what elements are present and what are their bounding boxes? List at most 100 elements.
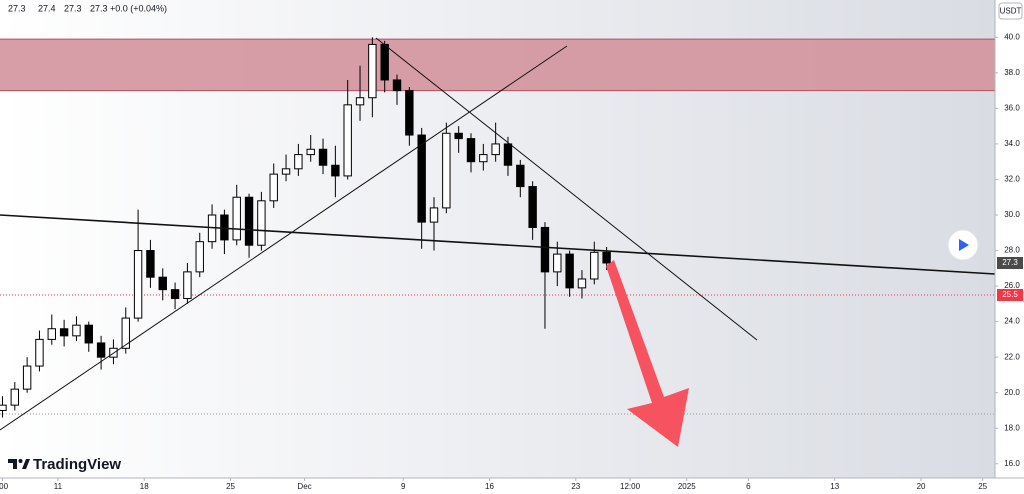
candle-body bbox=[442, 132, 451, 209]
candle-body bbox=[133, 250, 143, 319]
x-tick-label: 20 bbox=[917, 482, 926, 491]
y-tick-label: 30.0 bbox=[1004, 210, 1020, 219]
y-tick-label: 40.0 bbox=[1004, 32, 1020, 41]
candle-body bbox=[466, 138, 476, 163]
x-tick-label: 12:00 bbox=[620, 482, 641, 491]
x-tick-label: 16 bbox=[485, 482, 494, 491]
candle-body bbox=[183, 271, 192, 300]
brand-name: TradingView bbox=[33, 456, 121, 473]
x-tick-label: 13 bbox=[830, 482, 839, 491]
candle-body bbox=[417, 134, 426, 223]
y-tick-label: 38.0 bbox=[1004, 68, 1020, 77]
resistance-zone bbox=[0, 39, 995, 91]
candle-body bbox=[540, 226, 550, 273]
y-tick-label: 20.0 bbox=[1004, 388, 1020, 397]
header-close: 27.3 +0.0 (+0.04%) bbox=[90, 3, 167, 13]
candle-body bbox=[72, 324, 81, 337]
candle-body bbox=[244, 196, 254, 246]
y-tick-label: 18.0 bbox=[1004, 423, 1020, 432]
forecast-arrow bbox=[606, 260, 689, 447]
x-tick-label: Dec bbox=[297, 482, 311, 491]
candle-body bbox=[392, 79, 402, 92]
candle-body bbox=[0, 404, 7, 411]
candle-body bbox=[343, 104, 352, 177]
x-tick-label: 11 bbox=[54, 482, 63, 491]
candle-body bbox=[454, 132, 463, 140]
header-low: 27.3 bbox=[64, 3, 82, 13]
candle-body bbox=[59, 328, 69, 337]
logo-mark bbox=[18, 459, 23, 463]
y-tick-label: 34.0 bbox=[1004, 139, 1020, 148]
candle-body bbox=[553, 253, 562, 273]
header-open: 27.3 bbox=[8, 3, 26, 13]
x-tick-label: :00 bbox=[0, 482, 9, 491]
price-label: 27.3 bbox=[1002, 258, 1018, 267]
x-tick-label: 9 bbox=[401, 482, 406, 491]
candle-body bbox=[479, 154, 488, 163]
x-tick-label: 18 bbox=[140, 482, 149, 491]
trend-line bbox=[0, 45, 568, 431]
candle-body bbox=[590, 251, 599, 280]
candle-body bbox=[84, 324, 93, 344]
x-tick-label: 23 bbox=[571, 482, 580, 491]
candle-body bbox=[146, 250, 155, 278]
candle-body bbox=[503, 143, 513, 166]
y-tick-label: 26.0 bbox=[1004, 281, 1020, 290]
candle-body bbox=[269, 173, 278, 202]
candle-body bbox=[318, 148, 328, 166]
x-tick-label: 25 bbox=[978, 482, 987, 491]
candle-body bbox=[170, 289, 180, 300]
candle-body bbox=[195, 241, 204, 273]
y-tick-label: 28.0 bbox=[1004, 246, 1020, 255]
candle-body bbox=[121, 317, 130, 349]
candle-body bbox=[10, 388, 19, 406]
x-tick-label: 2025 bbox=[678, 482, 696, 491]
play-icon bbox=[959, 239, 969, 251]
candle-body bbox=[528, 186, 537, 228]
currency: USDT bbox=[1000, 7, 1022, 16]
candle-body bbox=[47, 328, 56, 340]
candle-body bbox=[306, 148, 315, 156]
time-axis bbox=[0, 478, 1024, 494]
candle-body bbox=[516, 164, 525, 188]
drawings bbox=[0, 37, 996, 447]
candle-body bbox=[405, 90, 414, 136]
price-label: 25.5 bbox=[1002, 290, 1018, 299]
candle-body bbox=[355, 97, 365, 106]
price-axis bbox=[995, 0, 1024, 494]
candle-body bbox=[380, 43, 389, 81]
candle-body bbox=[158, 276, 167, 291]
y-tick-label: 16.0 bbox=[1004, 459, 1020, 468]
candle-body bbox=[257, 200, 266, 246]
header-high: 27.4 bbox=[38, 3, 56, 13]
y-tick-label: 36.0 bbox=[1004, 104, 1020, 113]
y-tick-label: 32.0 bbox=[1004, 175, 1020, 184]
brand-logo: TradingView bbox=[8, 456, 121, 473]
y-tick-label: 22.0 bbox=[1004, 352, 1020, 361]
candle-body bbox=[565, 253, 574, 289]
candle-body bbox=[232, 196, 241, 241]
candle-body bbox=[491, 143, 500, 156]
candle-body bbox=[281, 168, 291, 175]
price-label-box bbox=[997, 256, 1023, 269]
candle-body bbox=[368, 43, 377, 99]
candle-body bbox=[22, 365, 32, 390]
candle-body bbox=[35, 338, 44, 367]
logo-mark bbox=[22, 459, 30, 469]
candle-body bbox=[331, 164, 340, 177]
trend-line bbox=[0, 214, 996, 275]
candle-body bbox=[602, 251, 611, 264]
y-tick-label: 24.0 bbox=[1004, 317, 1020, 326]
candle-body bbox=[577, 278, 587, 289]
logo-mark bbox=[8, 459, 17, 469]
trend-line bbox=[375, 37, 758, 341]
candle-body bbox=[96, 342, 106, 358]
candle-body bbox=[294, 154, 303, 170]
x-tick-label: 6 bbox=[746, 482, 751, 491]
price-label-box bbox=[997, 288, 1023, 301]
candle-body bbox=[429, 207, 439, 223]
currency-box[interactable] bbox=[998, 2, 1023, 20]
x-tick-label: 25 bbox=[226, 482, 235, 491]
